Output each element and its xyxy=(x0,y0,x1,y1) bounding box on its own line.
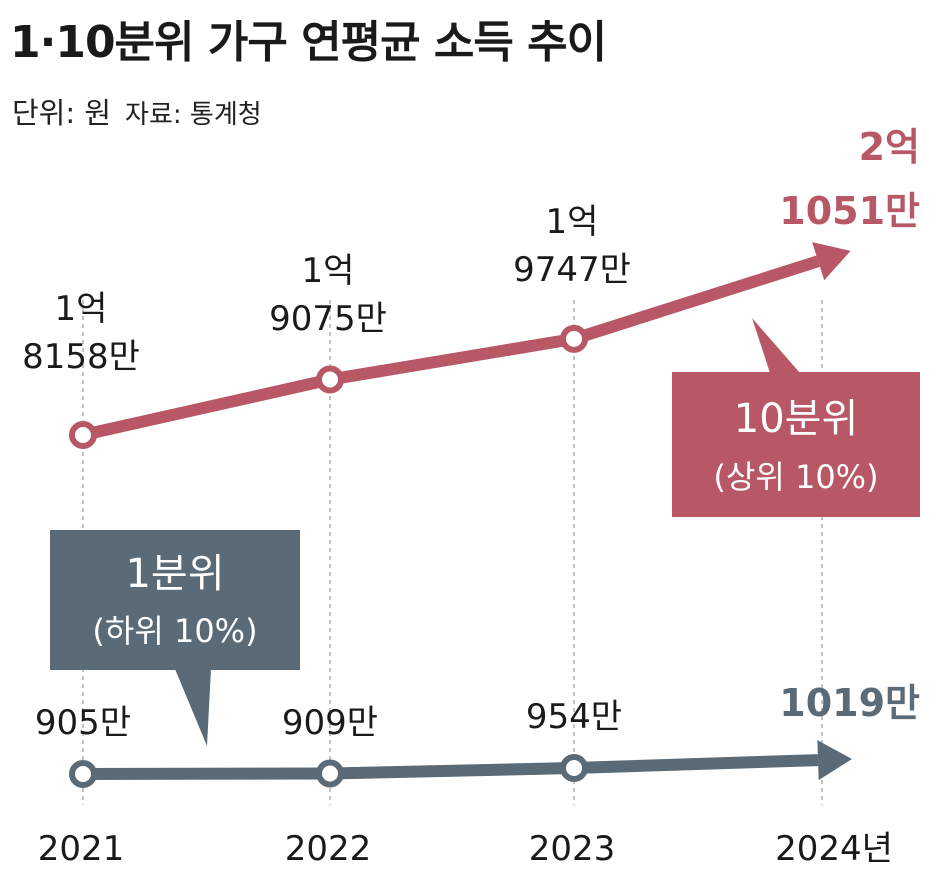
top-point-1 xyxy=(316,365,344,394)
top-label-2-line2: 9747만 xyxy=(513,250,631,290)
top-point-0 xyxy=(69,421,97,449)
top-label-0-line2: 8158만 xyxy=(22,337,140,377)
bottom-callout-box xyxy=(50,530,300,670)
x-tick-0: 2021 xyxy=(38,829,125,869)
bottom-label-3: 1019만 xyxy=(779,681,920,725)
bottom-arrow-head xyxy=(817,740,852,781)
bottom-point-2 xyxy=(560,753,588,782)
chart-title: 1·10분위 가구 연평균 소득 추이 xyxy=(10,17,607,68)
top-series-line xyxy=(81,255,821,441)
top-label-3-line1: 2억 xyxy=(859,125,920,169)
top-label-1-line2: 9075만 xyxy=(269,299,387,339)
bottom-callout-line2: (하위 10%) xyxy=(92,612,257,650)
x-tick-1: 2022 xyxy=(285,829,372,869)
bottom-callout-line1: 1분위 xyxy=(125,551,224,597)
bottom-point-0 xyxy=(69,760,97,788)
top-callout-line2: (상위 10%) xyxy=(713,458,878,496)
x-tick-3: 2024년 xyxy=(775,829,893,869)
top-callout-pointer xyxy=(752,318,800,373)
bottom-callout-pointer xyxy=(175,669,211,746)
bottom-series-line xyxy=(82,754,819,780)
top-label-2-line1: 1억 xyxy=(546,202,599,242)
chart-meta: 단위: 원 자료: 통계청 xyxy=(12,90,262,132)
x-tick-2: 2023 xyxy=(529,829,616,869)
top-label-0-line1: 1억 xyxy=(55,289,108,329)
top-label-1-line1: 1억 xyxy=(302,251,355,291)
source-label: 자료: 통계청 xyxy=(125,100,262,130)
bottom-label-0: 905만 xyxy=(35,703,131,743)
bottom-label-2: 954만 xyxy=(526,697,622,737)
top-label-3-line2: 1051만 xyxy=(779,189,920,233)
bottom-point-1 xyxy=(316,759,344,788)
top-callout-box xyxy=(672,372,920,517)
top-point-2 xyxy=(560,324,588,353)
unit-label: 단위: 원 xyxy=(12,96,112,130)
bottom-label-1: 909만 xyxy=(282,703,378,743)
top-arrow-head xyxy=(812,242,851,281)
top-callout-line1: 10분위 xyxy=(734,396,859,442)
